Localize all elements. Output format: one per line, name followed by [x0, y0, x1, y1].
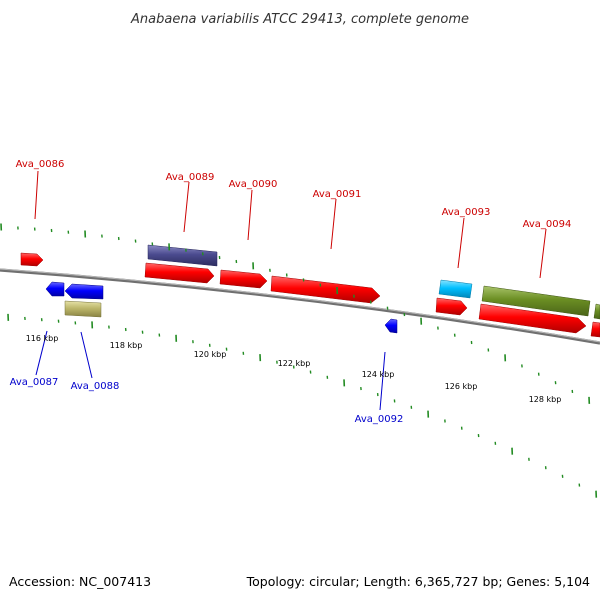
upper-scale-ticks [0, 223, 591, 404]
gene-ava-0093[interactable] [435, 297, 468, 316]
label-ava-0088[interactable]: Ava_0088 [71, 381, 120, 392]
accession-text: Accession: NC_007413 [9, 574, 151, 589]
forward-gene-labels: Ava_0086 Ava_0089 Ava_0090 Ava_0091 Ava_… [16, 159, 572, 230]
gene-ava-0088[interactable] [64, 283, 104, 300]
leader-ava-0094 [539, 228, 547, 279]
gene-ava-0090[interactable] [219, 269, 268, 289]
reverse-gene-labels: Ava_0087 Ava_0088 Ava_0092 [10, 377, 404, 425]
gene-features [20, 244, 600, 338]
leader-ava-0090 [247, 189, 253, 241]
leader-ava-0093 [457, 217, 465, 269]
leader-ava-0088 [80, 331, 93, 379]
leader-ava-0087 [35, 330, 48, 376]
scale-label-126: 126 kbp [445, 382, 478, 391]
gene-ava-0089-cds[interactable] [147, 244, 218, 267]
gene-ava-0089[interactable] [144, 262, 215, 284]
gene-ava-0088-cds[interactable] [64, 300, 102, 318]
gene-ava-0094-cds[interactable] [481, 285, 591, 317]
label-ava-0093[interactable]: Ava_0093 [442, 207, 491, 218]
scale-label-116: 116 kbp [26, 334, 59, 343]
leader-ava-0091 [330, 198, 337, 250]
gene-ava-0095[interactable] [590, 321, 600, 338]
genome-backbone-highlight [0, 268, 600, 343]
label-ava-0090[interactable]: Ava_0090 [229, 179, 278, 190]
gene-ava-0087[interactable] [45, 281, 65, 297]
gene-ava-0095-cds[interactable] [593, 303, 600, 320]
gene-ava-0092[interactable] [384, 318, 398, 334]
scale-label-122: 122 kbp [278, 359, 311, 368]
leader-ava-0089 [183, 181, 190, 233]
scale-label-124: 124 kbp [362, 370, 395, 379]
label-ava-0087[interactable]: Ava_0087 [10, 377, 59, 388]
gene-ava-0086[interactable] [20, 252, 44, 267]
gene-ava-0093-cds[interactable] [438, 279, 473, 299]
forward-label-leaders [34, 170, 547, 279]
label-ava-0086[interactable]: Ava_0086 [16, 159, 65, 170]
scale-labels: 116 kbp 118 kbp 120 kbp 122 kbp 124 kbp … [26, 334, 562, 404]
lower-scale-ticks [7, 313, 598, 498]
gene-ava-0091[interactable] [270, 275, 381, 304]
gene-ava-0094[interactable] [478, 303, 587, 334]
scale-label-118: 118 kbp [110, 341, 143, 350]
map-title: Anabaena variabilis ATCC 29413, complete… [130, 12, 469, 27]
genome-summary-text: Topology: circular; Length: 6,365,727 bp… [246, 574, 590, 589]
label-ava-0092[interactable]: Ava_0092 [355, 414, 404, 425]
scale-label-120: 120 kbp [194, 350, 227, 359]
label-ava-0091[interactable]: Ava_0091 [313, 189, 362, 200]
leader-ava-0086 [34, 170, 39, 220]
genome-backbone [0, 268, 600, 345]
reverse-label-leaders [35, 330, 386, 411]
scale-label-128: 128 kbp [529, 395, 562, 404]
label-ava-0089[interactable]: Ava_0089 [166, 172, 215, 183]
leader-ava-0092 [379, 351, 386, 411]
label-ava-0094[interactable]: Ava_0094 [523, 219, 572, 230]
